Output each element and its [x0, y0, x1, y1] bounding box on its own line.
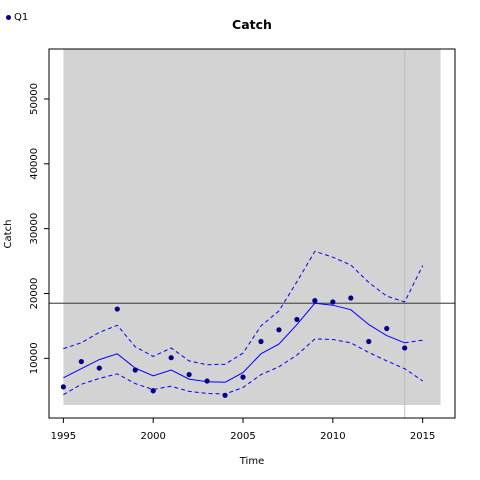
data-point [366, 338, 372, 345]
data-point [330, 299, 336, 305]
y-axis-label: Catch [3, 220, 14, 249]
data-point [60, 384, 66, 390]
confidence-band-line-3 [63, 338, 423, 396]
data-point [222, 392, 228, 398]
data-point [150, 388, 156, 394]
plot-panel [63, 49, 441, 406]
chart-title: Catch [232, 17, 272, 32]
y-tick-label: 10000 [29, 342, 40, 374]
y-axis: 10000 20000 30000 40000 50000 [29, 83, 49, 374]
data-point [384, 325, 390, 332]
x-tick-label: 2015 [410, 431, 435, 442]
data-point [348, 295, 354, 301]
data-point [240, 374, 246, 380]
data-point [78, 358, 84, 365]
legend: Q1 [6, 12, 28, 23]
data-point [294, 316, 300, 323]
x-axis: 1995 2000 2005 2010 2015 [51, 418, 435, 442]
data-point [276, 327, 282, 333]
data-point [168, 355, 174, 361]
y-tick-label: 20000 [29, 278, 40, 310]
y-tick-label: 40000 [29, 148, 40, 180]
fitted-line [63, 302, 405, 383]
data-point [186, 371, 192, 378]
data-point [204, 378, 210, 384]
data-point [96, 365, 102, 371]
data-point [114, 306, 120, 312]
legend-label: Q1 [14, 12, 29, 23]
data-point [402, 345, 408, 351]
data-point [312, 298, 318, 304]
plot-marks [49, 49, 455, 418]
plot-frame [48, 48, 456, 419]
y-tick-label: 50000 [29, 83, 40, 115]
data-point [132, 367, 138, 373]
x-tick-label: 2005 [230, 431, 255, 442]
x-tick-label: 1995 [51, 431, 76, 442]
confidence-band-line-2 [63, 250, 424, 366]
legend-marker-icon [6, 15, 11, 20]
x-tick-label: 2010 [320, 431, 345, 442]
data-point [258, 338, 264, 345]
x-tick-label: 2000 [140, 431, 165, 442]
x-axis-label: Time [239, 456, 264, 467]
y-tick-label: 30000 [29, 213, 40, 245]
confidence-band-line-4 [404, 339, 423, 344]
